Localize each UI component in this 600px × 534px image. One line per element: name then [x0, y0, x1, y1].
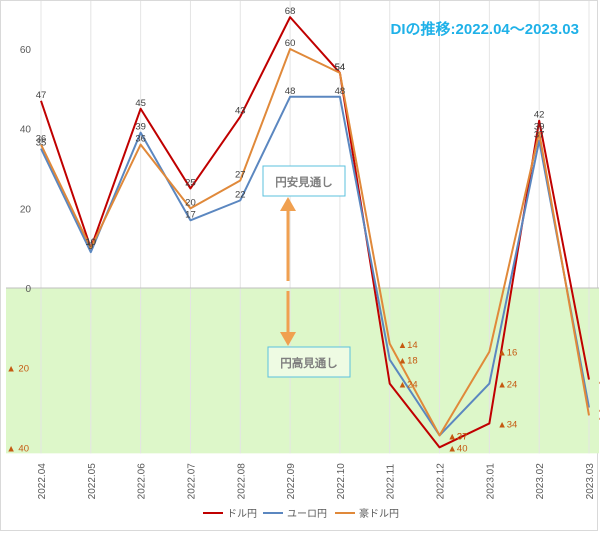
- legend-item-audjpy: 豪ドル円: [335, 507, 399, 520]
- data-label: 42: [534, 110, 545, 121]
- data-label: 60: [285, 38, 296, 49]
- data-label: ▲23: [597, 376, 600, 387]
- y-tick-label: 0: [25, 284, 31, 295]
- yen-weak-box: [262, 165, 346, 197]
- yen-weak-label: 円安見通し: [275, 175, 333, 189]
- data-label: 45: [135, 98, 146, 109]
- x-tick-label: 2022.05: [87, 463, 98, 500]
- arrow-down-head-icon: [280, 332, 296, 346]
- data-label: 39: [534, 122, 545, 133]
- series-line-0: [40, 16, 590, 449]
- data-label: 35: [36, 138, 47, 149]
- data-label: ▲24: [497, 380, 517, 391]
- legend-label-audjpy: 豪ドル円: [359, 507, 399, 520]
- data-label: 27: [235, 169, 246, 180]
- data-label: 43: [235, 106, 246, 117]
- series-line-2: [40, 48, 590, 437]
- legend-label-usdjpy: ドル円: [227, 509, 257, 520]
- data-label: ▲40: [448, 443, 468, 454]
- data-label: 17: [185, 209, 196, 220]
- legend-item-usdjpy: ドル円: [203, 509, 257, 520]
- y-tick-label: 60: [20, 45, 32, 56]
- data-label: ▲16: [497, 348, 517, 359]
- data-label: 36: [36, 134, 47, 145]
- data-label: 22: [235, 189, 246, 200]
- legend: ドル円 ユーロ円 豪ドル円: [203, 507, 399, 520]
- y-tick-label: ▲ 20: [6, 364, 29, 375]
- data-label: 47: [36, 90, 47, 101]
- yen-strong-label: 円高見通し: [280, 356, 338, 370]
- data-label-layer: 47 10 45 25 43 68 54 ▲24 ▲40 ▲34 42 ▲23 35 9 39 17 22 48 4…: [36, 6, 600, 454]
- y-tick-label: 20: [20, 204, 32, 215]
- x-tick-label: 2023.02: [535, 463, 546, 500]
- x-tick-label: 2022.10: [336, 463, 347, 500]
- data-label: 37: [534, 130, 545, 141]
- x-tick-label: 2022.08: [236, 463, 247, 500]
- x-tick-label: 2022.11: [386, 463, 397, 499]
- data-label: ▲32: [597, 411, 600, 422]
- grid-layer: [40, 1, 590, 454]
- data-label: 10: [86, 237, 97, 248]
- data-label: 48: [335, 86, 346, 97]
- arrow-up-head-icon: [280, 197, 296, 211]
- data-label: 68: [285, 6, 296, 17]
- legend-item-eurjpy: ユーロ円: [263, 509, 327, 520]
- data-label: 25: [185, 177, 196, 188]
- x-tick-label: 2022.12: [436, 463, 447, 500]
- data-label: ▲18: [398, 356, 418, 367]
- x-tick-label: 2023.01: [485, 463, 496, 500]
- data-label: 39: [135, 122, 146, 133]
- data-label: ▲34: [497, 419, 517, 430]
- data-label: ▲30: [597, 404, 600, 415]
- data-label: 9: [88, 241, 93, 252]
- series-line-1: [40, 95, 590, 437]
- data-label: 48: [285, 86, 296, 97]
- x-tick-label: 2023.03: [585, 463, 596, 500]
- data-label: 54: [335, 62, 346, 73]
- series-layer: [40, 16, 590, 449]
- y-tick-label: ▲ 40: [6, 443, 29, 454]
- data-label: 36: [135, 134, 146, 145]
- x-tick-label: 2022.06: [137, 463, 148, 500]
- data-label: ▲24: [398, 380, 418, 391]
- data-label: ▲37: [448, 431, 468, 442]
- yen-strong-box: [267, 346, 351, 378]
- data-label: ▲37: [448, 431, 468, 442]
- x-tick-label: 2022.04: [37, 463, 48, 500]
- x-tick-label: 2022.07: [186, 463, 197, 500]
- data-label: 10: [86, 237, 97, 248]
- chart-title: DIの推移:2022.04～2023.03: [391, 20, 579, 38]
- y-tick-label: 40: [20, 125, 32, 136]
- data-label: 54: [335, 62, 346, 73]
- legend-label-eurjpy: ユーロ円: [287, 509, 327, 520]
- x-tick-label: 2022.09: [286, 463, 297, 500]
- data-label: ▲14: [398, 340, 418, 351]
- annotation-layer: 円安見通し 円高見通し: [262, 165, 351, 378]
- data-label: 20: [185, 197, 196, 208]
